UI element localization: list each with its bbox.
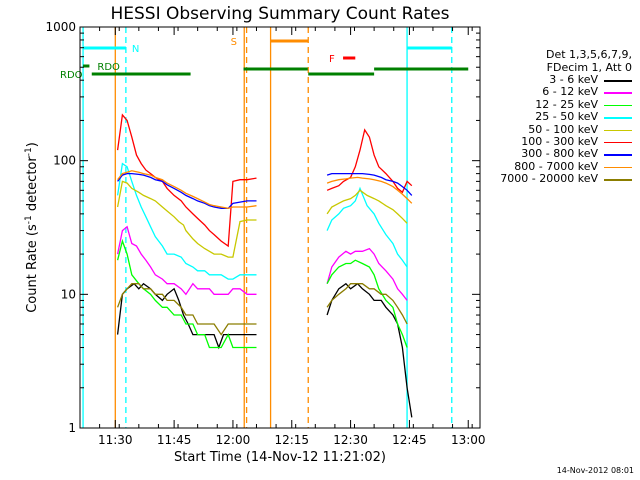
y-tick-label-0: 1	[68, 421, 76, 435]
x-tick-label-2: 12:00	[216, 433, 251, 447]
x-axis-label: Start Time (14-Nov-12 11:21:02)	[174, 450, 386, 465]
x-tick-label-6: 13:00	[451, 433, 486, 447]
series-line-5-seg-1	[326, 128, 413, 194]
y-axis-label-part-3: -1	[24, 147, 34, 156]
legend-label: 7000 - 20000 keV	[500, 172, 598, 186]
legend-label: 3 - 6 keV	[549, 73, 598, 86]
legend-label: 12 - 25 keV	[535, 97, 598, 111]
series-line-4-seg-1	[326, 189, 408, 224]
flag-label-5: RDO	[60, 70, 83, 81]
y-tick-label-3: 1000	[45, 20, 76, 34]
legend-entry: 3 - 6 keV	[488, 73, 636, 86]
x-tick-label-3: 12:15	[274, 433, 309, 447]
flag-label-2: S	[231, 37, 237, 48]
y-tick-label-2: 100	[53, 154, 76, 168]
legend-entry: 50 - 100 keV	[488, 122, 636, 136]
legend-swatch	[604, 154, 632, 156]
y-axis-label: Count Rate (s-1 detector-1)	[24, 142, 40, 313]
y-tick-label-1: 10	[61, 287, 76, 301]
series-line-1-seg-1	[326, 247, 408, 301]
series-line-3-seg-0	[116, 162, 257, 280]
series-line-2-seg-1	[326, 259, 408, 348]
legend-label: 100 - 300 keV	[521, 134, 598, 148]
x-tick-label-4: 12:30	[333, 433, 368, 447]
legend-swatch	[604, 166, 632, 169]
flag-label-3: F	[329, 54, 335, 65]
legend-label: 25 - 50 keV	[535, 110, 598, 124]
x-tick-label-5: 12:45	[392, 433, 427, 447]
legend-swatch	[604, 179, 632, 181]
y-axis-label-part-4: )	[25, 142, 40, 147]
generation-timestamp: 14-Nov-2012 08:01	[556, 466, 634, 475]
series-line-7-seg-1	[326, 176, 413, 204]
legend-entry: 800 - 7000 keV	[488, 159, 636, 173]
series-line-6-seg-0	[117, 172, 257, 209]
legend-entry: 25 - 50 keV	[488, 110, 636, 124]
y-axis-label-part-0: Count Rate (s	[25, 224, 40, 313]
legend-label: 6 - 12 keV	[542, 85, 598, 99]
series-line-1-seg-0	[116, 225, 257, 296]
series-line-2-seg-0	[116, 238, 257, 349]
series-line-0-seg-1	[326, 282, 413, 418]
series-line-5-seg-0	[116, 113, 257, 248]
legend-header-line-2: FDecim 1, Att 0	[546, 61, 632, 74]
legend-entry: 100 - 300 keV	[488, 134, 636, 148]
legend-entry: 7000 - 20000 keV	[488, 172, 636, 186]
legend-swatch	[604, 80, 632, 82]
legend-swatch	[604, 141, 632, 144]
x-tick-label-1: 11:45	[157, 433, 192, 447]
legend-label: 50 - 100 keV	[528, 122, 598, 136]
x-tick-label-0: 11:30	[98, 433, 133, 447]
series-line-6-seg-1	[326, 172, 413, 196]
legend-swatch	[604, 129, 632, 132]
legend: Det 1,3,5,6,7,9, FDecim 1, Att 0 3 - 6 k…	[488, 48, 636, 186]
legend-swatch	[604, 117, 632, 119]
y-axis-label-part-2: detector	[25, 156, 40, 216]
series-line-4-seg-0	[116, 180, 257, 258]
flag-label-0: N	[132, 44, 139, 55]
legend-entry: 6 - 12 keV	[488, 85, 636, 99]
legend-label: 800 - 7000 keV	[514, 159, 598, 173]
legend-entry: 300 - 800 keV	[488, 147, 636, 161]
series-line-7-seg-0	[117, 170, 257, 209]
y-axis-label-part-1: -1	[24, 215, 34, 224]
chart-title: HESSI Observing Summary Count Rates	[110, 4, 450, 24]
legend-swatch	[604, 104, 632, 107]
legend-swatch	[604, 92, 632, 94]
series-line-3-seg-1	[326, 186, 408, 268]
series-line-8-seg-0	[116, 283, 257, 336]
legend-label: 300 - 800 keV	[521, 147, 598, 161]
legend-header-line-1: Det 1,3,5,6,7,9,	[545, 48, 632, 61]
plot-frame	[79, 26, 481, 429]
legend-entry: 12 - 25 keV	[488, 97, 636, 111]
flag-label-4: RDO	[97, 62, 120, 73]
series-line-8-seg-1	[326, 283, 408, 325]
